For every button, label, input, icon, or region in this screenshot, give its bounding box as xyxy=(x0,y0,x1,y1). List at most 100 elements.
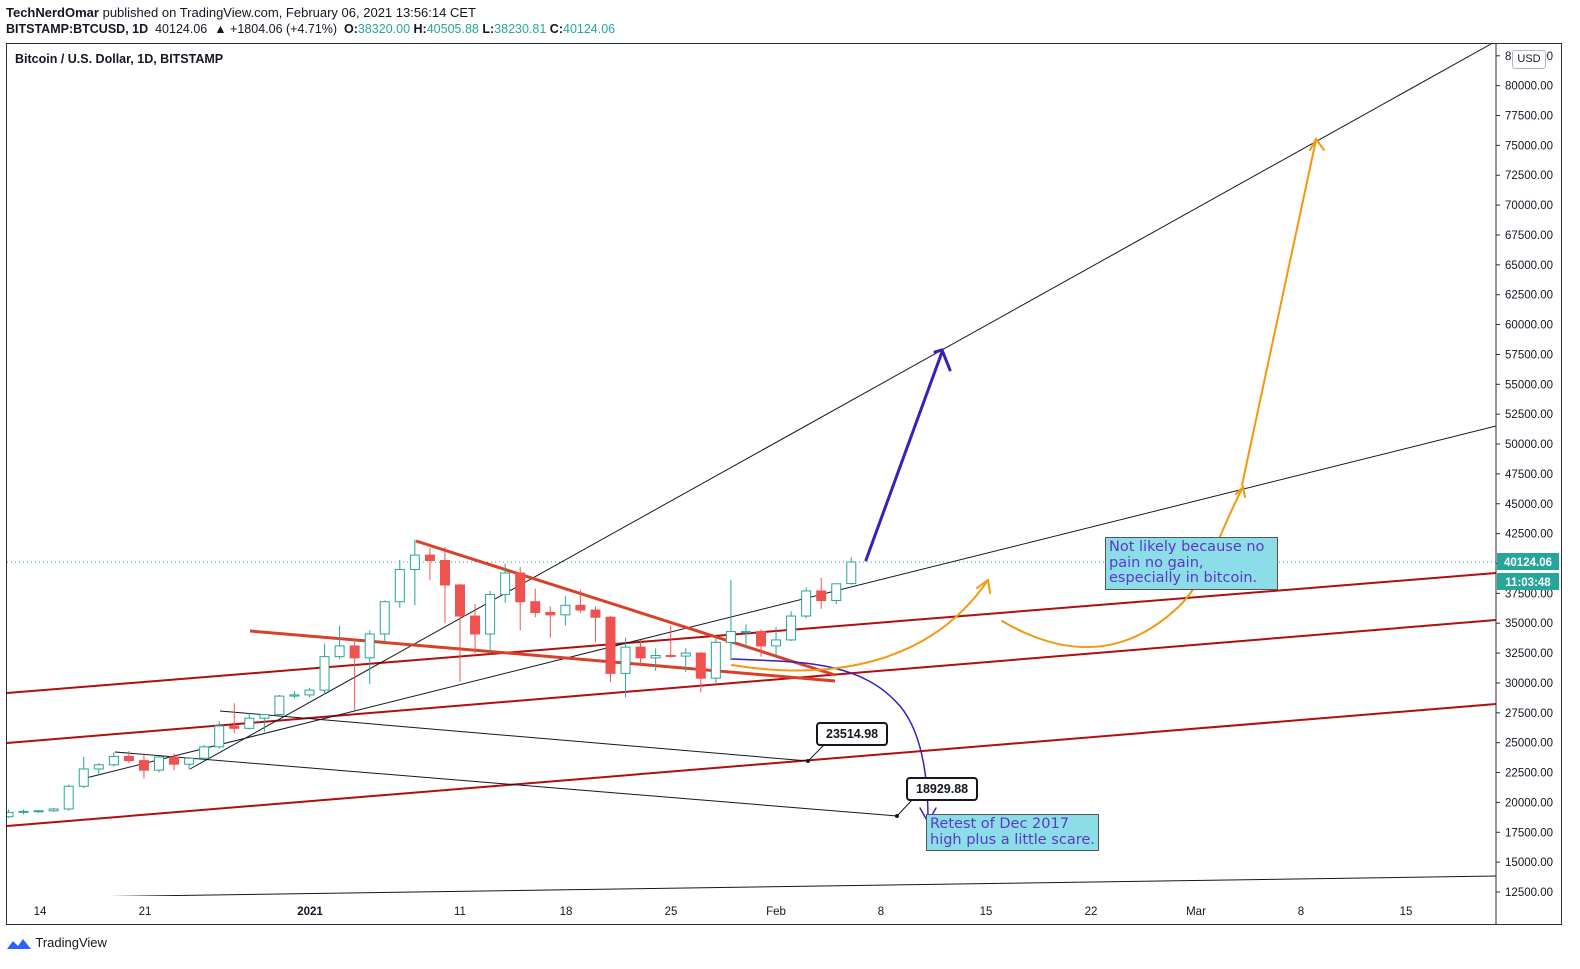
publish-info: TechNerdOmar published on TradingView.co… xyxy=(6,5,476,20)
orange-arrow-up[interactable] xyxy=(1241,139,1317,486)
author[interactable]: TechNerdOmar xyxy=(6,5,99,20)
black-trendline-channel[interactable] xyxy=(85,425,1496,779)
currency-button[interactable]: USD xyxy=(1512,50,1546,69)
candle-body xyxy=(455,584,465,617)
candle-body xyxy=(530,601,541,613)
y-tick-label: 57500.00 xyxy=(1505,349,1553,361)
note-line: especially in bitcoin. xyxy=(1109,570,1258,586)
x-tick-label: 22 xyxy=(1085,906,1098,918)
note-line: high plus a little scare. xyxy=(930,831,1095,848)
candle-body xyxy=(33,810,44,813)
open-value: 38320.00 xyxy=(357,22,411,36)
wedge-upper-line[interactable] xyxy=(415,539,836,677)
y-tick-label: 67500.00 xyxy=(1505,230,1553,242)
publish-text: published on TradingView.com, February 0… xyxy=(102,5,476,20)
candle-body xyxy=(635,646,646,659)
orange-curve-2[interactable] xyxy=(1001,486,1244,649)
candle-body xyxy=(199,746,210,759)
candle-body xyxy=(756,631,766,647)
note-not-likely[interactable]: Not likely because no pain no gain, espe… xyxy=(1105,537,1278,590)
blue-arrow-up[interactable] xyxy=(864,350,944,562)
y-tick-label: 45000.00 xyxy=(1505,499,1553,511)
orange-curve-2-head[interactable] xyxy=(1235,484,1246,498)
y-tick-label: 60000.00 xyxy=(1505,320,1553,332)
candle-body xyxy=(771,639,782,647)
candle-body xyxy=(289,694,300,697)
candle-body xyxy=(334,645,345,658)
candle-body xyxy=(229,725,240,729)
candle-body xyxy=(78,768,89,787)
price-callout-lower[interactable]: 18929.88 xyxy=(906,777,979,801)
tradingview-logo-icon xyxy=(7,938,31,949)
x-tick-label: 8 xyxy=(1298,906,1304,918)
last-value: 40124.06 xyxy=(155,22,208,36)
y-tick-label: 37500.00 xyxy=(1505,588,1553,600)
open-label: O: xyxy=(344,22,358,36)
candle-body xyxy=(304,689,315,696)
x-tick-label: 2021 xyxy=(297,906,323,918)
y-tick-label: 22500.00 xyxy=(1505,768,1553,780)
candle-body xyxy=(214,725,225,748)
candle-body xyxy=(108,755,119,766)
red-trendline-upper[interactable] xyxy=(7,572,1496,694)
candle-body xyxy=(18,810,29,813)
candle-body xyxy=(846,561,857,585)
note-line: pain no gain, xyxy=(1109,554,1204,571)
candle-body xyxy=(560,604,571,616)
black-line-to-18929[interactable] xyxy=(114,751,898,817)
note-retest[interactable]: Retest of Dec 2017 high plus a little sc… xyxy=(926,814,1099,851)
candle-body xyxy=(169,756,180,765)
x-tick-label: 25 xyxy=(665,906,678,918)
candle-body xyxy=(575,604,586,611)
candle-body xyxy=(650,654,661,659)
orange-curve-1[interactable] xyxy=(731,579,989,672)
last-price-tag-text: 40124.06 xyxy=(1504,557,1552,569)
black-line-bottom[interactable] xyxy=(7,875,1496,898)
candle-body xyxy=(710,641,721,679)
candle-body xyxy=(364,633,375,659)
candle-body xyxy=(740,631,751,634)
black-line-to-23514[interactable] xyxy=(219,710,809,762)
y-tick-label: 62500.00 xyxy=(1505,290,1553,302)
wedge-lower-line[interactable] xyxy=(249,629,836,683)
candle-body xyxy=(259,714,270,719)
candle-body xyxy=(319,656,330,691)
last-price-tag xyxy=(1497,553,1559,571)
callout-leader-lower[interactable] xyxy=(896,799,913,817)
candle-body xyxy=(138,760,149,771)
candle-body xyxy=(620,646,631,674)
tradingview-brand[interactable]: TradingView xyxy=(6,935,107,951)
x-tick-label: 15 xyxy=(980,906,993,918)
x-tick-label: 8 xyxy=(878,906,884,918)
plot-area xyxy=(7,44,1496,898)
candle-body xyxy=(725,631,736,643)
y-tick-label: 77500.00 xyxy=(1505,111,1553,123)
y-tick-label: 47500.00 xyxy=(1505,469,1553,481)
red-trendline-lower[interactable] xyxy=(7,703,1496,827)
candle-body xyxy=(274,695,285,716)
x-tick-label: 15 xyxy=(1400,906,1413,918)
candle-body xyxy=(470,615,481,635)
callout-leader-upper[interactable] xyxy=(807,744,825,762)
candle-body xyxy=(379,601,390,635)
orange-curve-1-head[interactable] xyxy=(976,578,991,594)
price-callout-upper[interactable]: 23514.98 xyxy=(816,722,889,746)
low-value: 38230.81 xyxy=(494,22,547,36)
y-tick-label: 50000.00 xyxy=(1505,439,1553,451)
candle-body xyxy=(680,652,691,657)
x-tick-label: 18 xyxy=(560,906,573,918)
candle-body xyxy=(485,594,496,635)
orange-arrow-up-head[interactable] xyxy=(1309,137,1325,151)
black-trendline-steep[interactable] xyxy=(189,44,1492,770)
candle-body xyxy=(424,554,435,561)
chart-frame[interactable] xyxy=(6,43,1562,925)
y-tick-label: 20000.00 xyxy=(1505,797,1553,809)
blue-curve-down[interactable] xyxy=(731,658,929,821)
blue-arrow-head[interactable] xyxy=(933,348,952,372)
candle-body xyxy=(63,785,74,810)
red-trendline-middle[interactable] xyxy=(7,619,1496,744)
y-tick-label: 15000.00 xyxy=(1505,857,1553,869)
y-tick-label: 17500.00 xyxy=(1505,827,1553,839)
candle-body xyxy=(545,611,556,616)
